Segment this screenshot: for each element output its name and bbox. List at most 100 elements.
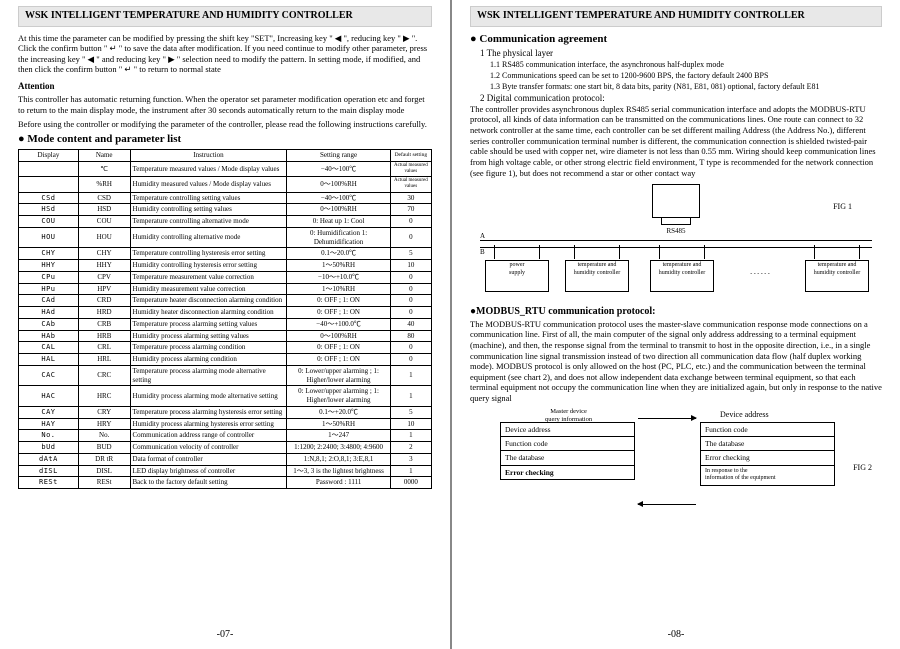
table-cell: CAL	[19, 342, 79, 354]
table-header-row: Display Name Instruction Setting range D…	[19, 149, 432, 161]
table-cell: CRD	[78, 295, 130, 307]
table-row: CAYCRYTemperature process alarming hyste…	[19, 406, 432, 418]
arrow-right-icon	[638, 418, 696, 419]
table-cell: HPu	[19, 283, 79, 295]
table-cell: CHY	[19, 248, 79, 260]
table-cell: 0	[390, 342, 431, 354]
table-cell: CPu	[19, 271, 79, 283]
table-cell: CRC	[78, 365, 130, 386]
table-cell: 30	[390, 192, 431, 204]
table-cell: CAb	[19, 318, 79, 330]
table-cell: 3	[390, 453, 431, 465]
arrow-left-icon	[638, 504, 696, 505]
packet-field: Error checking	[501, 466, 634, 479]
table-cell: −10～+10.0℃	[287, 271, 390, 283]
table-row: %RHHumidity measured values / Mode displ…	[19, 177, 432, 193]
table-cell: RESt	[78, 477, 130, 489]
digital-protocol-body: The controller provides asynchronous dup…	[470, 104, 882, 178]
table-cell: dISL	[19, 465, 79, 477]
packet-field: In response to theinformation of the equ…	[701, 466, 834, 485]
table-cell: Temperature process alarming hysteresis …	[130, 406, 287, 418]
table-cell: 10	[390, 260, 431, 272]
table-cell: HSD	[78, 204, 130, 216]
table-cell: DR tR	[78, 453, 130, 465]
table-cell: 0: Lower/upper alarming ; 1: Higher/lowe…	[287, 365, 390, 386]
table-cell: 0～100%RH	[287, 330, 390, 342]
table-cell: Communication address range of controlle…	[130, 430, 287, 442]
table-cell: HHY	[19, 260, 79, 272]
table-cell: 70	[390, 204, 431, 216]
table-cell: CRY	[78, 406, 130, 418]
table-cell: 1～50%RH	[287, 418, 390, 430]
table-row: CACCRCTemperature process alarming mode …	[19, 365, 432, 386]
attention-p2: Before using the controller or modifying…	[18, 119, 432, 130]
packet-field: Device address	[501, 423, 634, 437]
table-row: HHYHHYHumidity controlling hysteresis er…	[19, 260, 432, 272]
controller-node: temperature andhumidity controller	[805, 260, 869, 292]
table-cell: 0: Heat up 1: Cool	[287, 216, 390, 228]
table-cell: Humidity controlling alternative mode	[130, 227, 287, 248]
table-title: Mode content and parameter list	[18, 133, 432, 147]
table-cell: 0	[390, 283, 431, 295]
table-cell: HRB	[78, 330, 130, 342]
table-cell: −40～+100.0℃	[287, 318, 390, 330]
controller-node: temperature andhumidity controller	[565, 260, 629, 292]
list-item: 1.3 Byte transfer formats: one start bit…	[490, 82, 882, 92]
table-cell: 0	[390, 271, 431, 283]
rs485-label: RS485	[666, 227, 685, 236]
table-cell: Humidity process alarming condition	[130, 354, 287, 366]
table-cell: HSd	[19, 204, 79, 216]
th-range: Setting range	[287, 149, 390, 161]
table-cell: BUD	[78, 442, 130, 454]
table-cell: 5	[390, 248, 431, 260]
table-cell: RESt	[19, 477, 79, 489]
th-default: Default setting	[390, 149, 431, 161]
figure-1: RS485 FIG 1 A B powersupplytemperature a…	[470, 182, 882, 302]
modbus-heading: ●MODBUS_RTU communication protocol:	[470, 306, 882, 319]
table-cell: Actual measured values	[390, 161, 431, 177]
table-cell: 40	[390, 318, 431, 330]
table-row: HALHRLHumidity process alarming conditio…	[19, 354, 432, 366]
table-cell: Temperature process alarming condition	[130, 342, 287, 354]
intro-para: At this time the parameter can be modifi…	[18, 33, 432, 76]
table-cell: No.	[78, 430, 130, 442]
table-cell: HAd	[19, 307, 79, 319]
physical-layer-list: 1.1 RS485 communication interface, the a…	[480, 60, 882, 92]
table-cell: 1	[390, 465, 431, 477]
table-row: ℃Temperature measured values / Mode disp…	[19, 161, 432, 177]
table-cell: 1:N,8,1; 2:O,8,1; 3:E,8,1	[287, 453, 390, 465]
table-cell: 5	[390, 406, 431, 418]
table-cell: HRC	[78, 386, 130, 407]
table-cell: 0	[390, 307, 431, 319]
figure-2: Master device query information Device a…	[470, 408, 882, 528]
table-cell: LED display brightness of controller	[130, 465, 287, 477]
table-cell: Temperature process alarming setting val…	[130, 318, 287, 330]
table-cell: 1	[390, 386, 431, 407]
page-header: WSK INTELLIGENT TEMPERATURE AND HUMIDITY…	[470, 6, 882, 27]
table-cell: Temperature heater disconnection alarmin…	[130, 295, 287, 307]
table-cell: CAC	[19, 365, 79, 386]
table-cell: 1～3, 3 is the lightest brightness	[287, 465, 390, 477]
table-row: REStREStBack to the factory default sett…	[19, 477, 432, 489]
table-cell: Temperature controlling hysteresis error…	[130, 248, 287, 260]
table-cell: HHY	[78, 260, 130, 272]
table-row: CPuCPVTemperature measurement value corr…	[19, 271, 432, 283]
table-row: CALCRLTemperature process alarming condi…	[19, 342, 432, 354]
table-cell: HAL	[19, 354, 79, 366]
table-cell: Humidity process alarming setting values	[130, 330, 287, 342]
table-cell: DISL	[78, 465, 130, 477]
packet-field: The database	[501, 451, 634, 465]
table-cell: −40～100℃	[287, 161, 390, 177]
parameter-table: Display Name Instruction Setting range D…	[18, 149, 432, 489]
table-cell: Humidity controlling setting values	[130, 204, 287, 216]
th-name: Name	[78, 149, 130, 161]
table-row: dAtADR tRData format of controller1:N,8,…	[19, 453, 432, 465]
table-cell: Temperature measured values / Mode displ…	[130, 161, 287, 177]
bus-b-label: B	[480, 248, 485, 257]
table-cell: Humidity controlling hysteresis error se…	[130, 260, 287, 272]
table-cell: CRB	[78, 318, 130, 330]
table-row: CAbCRBTemperature process alarming setti…	[19, 318, 432, 330]
th-instruction: Instruction	[130, 149, 287, 161]
table-cell: 0.1～20.0℃	[287, 248, 390, 260]
table-row: CHYCHYTemperature controlling hysteresis…	[19, 248, 432, 260]
